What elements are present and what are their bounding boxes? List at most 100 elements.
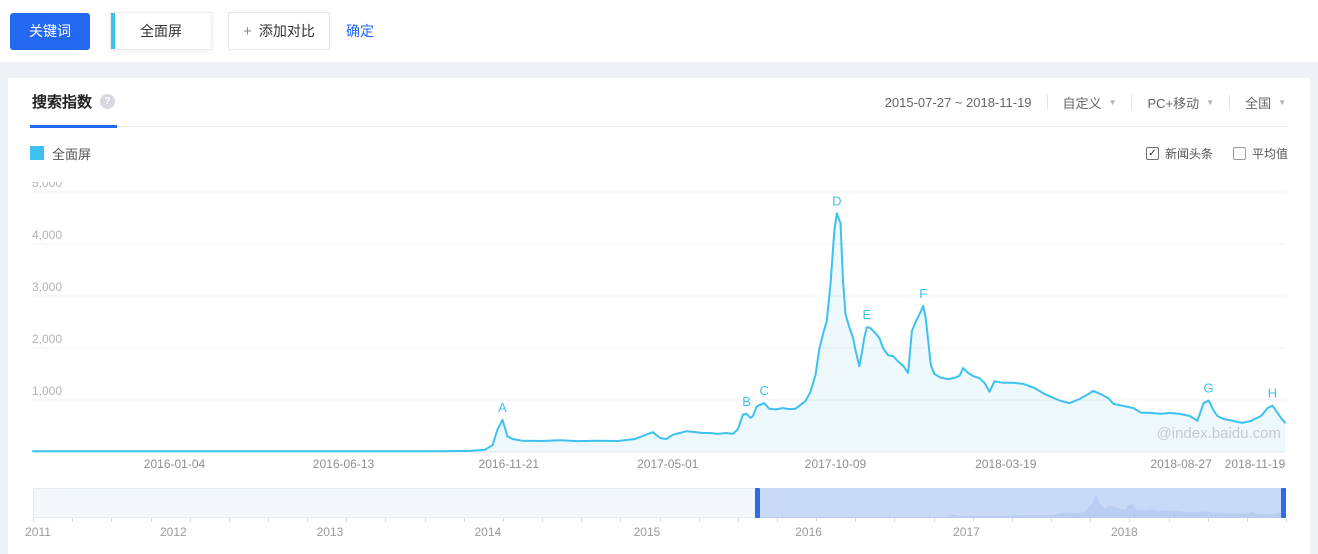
x-axis-label: 2016-11-21 [479,457,540,471]
chevron-down-icon: ▼ [1108,97,1117,107]
slider-tick [385,518,387,522]
platform-dropdown[interactable]: PC+移动 ▼ [1132,93,1229,112]
slider-tick [1011,518,1013,522]
x-axis-label: 2016-06-13 [313,457,375,471]
peak-marker-D[interactable]: D [832,193,841,208]
timeline-selected-range[interactable] [757,488,1285,518]
slider-tick [1090,518,1092,522]
slider-tick [620,518,622,522]
slider-right-handle[interactable] [1281,488,1286,518]
top-toolbar: 关键词 全面屏 + 添加对比 确定 [0,0,1318,62]
slider-tick [189,518,191,522]
slider-tick [502,518,504,522]
x-axis-label: 2018-11-19 [1225,457,1286,471]
keyword-button[interactable]: 关键词 [10,12,90,50]
peak-marker-H[interactable]: H [1268,386,1277,401]
divider [1229,95,1231,109]
add-compare-label: 添加对比 [258,23,315,39]
slider-tick [228,518,230,522]
y-axis-label: 4,000 [32,228,62,242]
keyword-tab-quanmianping[interactable]: 全面屏 [110,12,212,50]
tab-search-index-label: 搜索指数 [32,94,93,111]
slider-tick [463,518,465,522]
date-range-picker[interactable]: 2015-07-27 ~ 2018-11-19 [870,95,1047,110]
tab-search-index[interactable]: 搜索指数 ? [30,78,118,128]
timeline-year-2014: 2014 [474,525,502,539]
y-axis-label: 3,000 [32,280,62,294]
slider-tick [855,518,857,522]
watermark: @index.baidu.com [1157,425,1281,442]
slider-tick [542,518,544,522]
slider-tick [933,518,935,522]
y-axis-label: 2,000 [32,332,62,346]
slider-tick [659,518,661,522]
timeline-year-2017: 2017 [953,525,980,539]
slider-tick [267,518,269,522]
silhouette-path [757,495,1285,518]
plus-icon: + [243,22,252,40]
checkbox-checked-icon: ✓ [1145,146,1159,160]
region-value: 全国 [1245,95,1272,111]
add-compare-button[interactable]: + 添加对比 [228,12,330,50]
keyword-tab-label: 全面屏 [140,23,182,39]
average-checkbox[interactable]: 平均值 [1232,145,1288,162]
slider-left-handle[interactable] [755,488,761,518]
slider-tick [1168,518,1170,522]
timeline-year-2012: 2012 [159,525,187,539]
divider [1131,95,1133,109]
chart-controls: 2015-07-27 ~ 2018-11-19 自定义 ▼ PC+移动 ▼ 全国… [870,78,1288,126]
region-dropdown[interactable]: 全国 ▼ [1230,93,1288,112]
peak-marker-A[interactable]: A [498,400,507,415]
slider-tick [1286,518,1287,522]
slider-tick [33,518,34,522]
range-mode-dropdown[interactable]: 自定义 ▼ [1048,93,1132,112]
slider-tick [307,518,309,522]
divider [1046,95,1048,109]
news-headline-label: 新闻头条 [1164,146,1213,161]
x-axis-label: 2018-03-19 [975,457,1037,471]
slider-tick [816,518,818,522]
date-range-value: 2015-07-27 ~ 2018-11-19 [884,94,1032,110]
timeline-year-2011: 2011 [25,525,51,539]
series-area [33,213,1285,452]
slider-tick [972,518,974,522]
peak-marker-E[interactable]: E [862,307,871,322]
x-axis-label: 2017-10-09 [805,457,867,471]
timeline-track[interactable] [33,488,1286,518]
slider-tick [1051,518,1053,522]
trend-chart-svg: 5,000 4,000 3,000 2,000 1,000 2016-01-04 2016-… [32,176,1286,471]
timeline-year-2013: 2013 [316,525,344,539]
range-mode-value: 自定义 [1062,95,1102,111]
slider-tick [737,518,739,522]
overlay-toggles: ✓ 新闻头条 平均值 [1145,145,1288,162]
search-index-panel: 搜索指数 ? 2015-07-27 ~ 2018-11-19 自定义 ▼ PC+… [8,78,1310,554]
platform-value: PC+移动 [1147,95,1200,111]
news-headline-checkbox[interactable]: ✓ 新闻头条 [1145,145,1213,162]
slider-tick [1129,518,1131,522]
timeline-year-2018: 2018 [1111,525,1138,539]
timeline-ticks [33,518,1287,524]
peak-marker-G[interactable]: G [1204,381,1214,396]
peak-marker-B[interactable]: B [742,394,751,409]
slider-tick [424,518,426,522]
trend-chart[interactable]: 5,000 4,000 3,000 2,000 1,000 2016-01-04 2016-… [30,176,1288,479]
series-swatch-icon [30,146,44,160]
peak-marker-C[interactable]: C [760,383,769,398]
average-label: 平均值 [1251,146,1288,161]
help-icon[interactable]: ? [100,94,116,109]
timeline-slider: 2011 2012 2013 2014 2015 2016 2017 2018 [25,488,1288,541]
checkbox-unchecked-icon [1232,146,1246,160]
peak-marker-F[interactable]: F [919,286,927,301]
series-legend-label: 全面屏 [52,146,92,162]
x-axis-label: 2016-01-04 [144,457,206,471]
timeline-year-2016: 2016 [795,525,822,539]
slider-tick [150,518,152,522]
chevron-down-icon: ▼ [1278,97,1286,107]
x-axis-label: 2017-05-01 [637,457,699,471]
slider-tick [698,518,700,522]
timeline-silhouette [757,495,1285,518]
slider-tick [111,518,113,522]
series-line [32,212,1286,453]
confirm-link[interactable]: 确定 [346,23,374,39]
slider-tick [581,518,583,522]
